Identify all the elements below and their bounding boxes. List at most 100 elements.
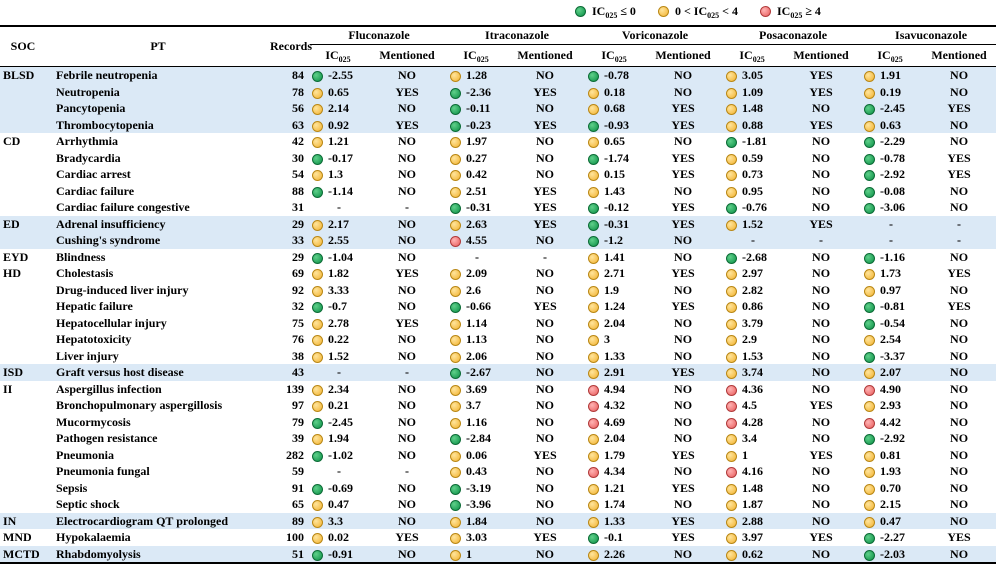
ic025-value: -3.06 <box>880 200 906 215</box>
ic025-cell: 1.93 <box>862 463 918 480</box>
mentioned-cell: NO <box>950 497 969 512</box>
ic025-value: 3.74 <box>742 365 764 380</box>
ic025-cell: 2.93 <box>862 397 918 414</box>
ic025-value: 1.94 <box>328 431 349 446</box>
ic025-cell: 3 <box>586 331 642 348</box>
ic025-value: 3.69 <box>466 381 488 396</box>
ic025-value: 3.33 <box>328 282 349 297</box>
signal-dot-icon <box>450 302 462 313</box>
mentioned-cell: NO <box>504 512 587 529</box>
ic025-cell: -1.04 <box>310 249 366 266</box>
signal-dot-icon <box>864 302 876 313</box>
ic025-value: 3.79 <box>742 315 764 330</box>
ic025-value: -0.54 <box>880 315 906 330</box>
ic025-value: 2.97 <box>742 266 764 281</box>
signal-dot-icon <box>864 104 876 115</box>
ic025-value: -0.17 <box>328 150 353 165</box>
ic025-cell: 0.43 <box>448 463 504 480</box>
ic025-value: -0.31 <box>466 200 492 215</box>
soc-cell <box>0 183 46 200</box>
ic025-cell: 1.24 <box>586 298 642 315</box>
ic025-value: -2.84 <box>466 431 492 446</box>
ic025-cell: 3.79 <box>724 315 780 332</box>
ic025-cell: -0.31 <box>448 199 504 216</box>
ic025-cell: -0.31 <box>586 215 643 232</box>
soc-cell <box>0 480 46 497</box>
pt-cell: Sepsis <box>56 480 88 495</box>
signal-dot-icon <box>450 483 462 495</box>
mentioned-cell: YES <box>533 200 557 215</box>
signal-dot-icon <box>864 170 876 181</box>
signal-dot-icon <box>726 368 738 379</box>
mentioned-cell: NO <box>536 332 555 347</box>
mentioned-cell: - <box>405 200 409 215</box>
mentioned-cell: NO <box>950 332 969 347</box>
mentioned-cell: NO <box>812 332 831 347</box>
mentioned-cell: NO <box>674 183 693 198</box>
signal-dot-icon <box>864 384 876 396</box>
signal-dot-icon <box>450 533 462 544</box>
legend-label: 0 < IC025 < 4 <box>674 3 738 20</box>
signal-dot-icon <box>450 153 462 165</box>
signal-dot-icon <box>726 401 738 412</box>
signal-dot-icon <box>588 516 600 528</box>
soc-cell <box>0 447 46 464</box>
mentioned-cell: YES <box>533 183 557 198</box>
pt-cell: Hepatotoxicity <box>56 332 132 347</box>
table-row: Mucormycosis 79 -2.45 NO 1.16 NO 4.69 NO 4.28 NO 4… <box>0 414 996 431</box>
signal-dot-icon <box>312 549 323 561</box>
table-row: II Aspergillus infection 139 2.34 NO 3.69 NO 4.… <box>0 381 996 398</box>
ic025-value: 1.48 <box>742 480 764 495</box>
ic025-cell: 0.73 <box>724 166 780 183</box>
ic025-cell: 1.13 <box>448 331 504 348</box>
ic025-cell: -2.55 <box>310 66 366 84</box>
mentioned-cell: YES <box>947 150 971 165</box>
header-pt: PT <box>46 25 270 67</box>
legend-label: IC025 ≥ 4 <box>776 3 821 20</box>
signal-dot-icon <box>588 104 600 115</box>
signal-dot-icon <box>312 170 323 181</box>
records-cell: 139 <box>286 381 304 396</box>
mentioned-cell: YES <box>671 167 695 182</box>
soc-cell <box>0 315 46 332</box>
signal-dot-icon <box>726 351 738 363</box>
ic025-value: -2.92 <box>880 167 906 182</box>
ic025-value: 3.05 <box>742 68 764 83</box>
mentioned-cell: YES <box>395 530 419 545</box>
ic025-value: 1.14 <box>466 315 488 330</box>
mentioned-cell: YES <box>918 100 996 117</box>
ic025-cell: 1.94 <box>310 430 366 447</box>
signal-dot-icon <box>450 120 462 132</box>
ic025-value: 2.9 <box>742 332 758 347</box>
mentioned-cell: NO <box>674 332 693 347</box>
table-row: Cushing's syndrome 33 2.55 NO 4.55 NO -1.2 NO - -… <box>0 232 996 249</box>
signal-dot-icon <box>312 533 323 544</box>
soc-cell <box>0 298 46 315</box>
ic025-value: 0.97 <box>880 282 902 297</box>
signal-dot-icon <box>588 434 600 445</box>
records-cell: 30 <box>292 150 304 165</box>
mentioned-cell: YES <box>671 266 695 281</box>
mentioned-cell: NO <box>812 183 831 198</box>
mentioned-cell: NO <box>504 232 587 249</box>
mentioned-cell: NO <box>918 83 996 100</box>
ic025-value: -2.29 <box>880 134 906 149</box>
ic025-value: 3.03 <box>466 530 488 545</box>
ic025-value: -0.93 <box>604 117 630 132</box>
table-row: Pneumonia 282 -1.02 NO 0.06 YES 1.79 YES 1 YES 0.8… <box>0 447 996 464</box>
mentioned-cell: YES <box>504 215 587 232</box>
mentioned-cell: NO <box>366 545 449 564</box>
mentioned-cell: NO <box>536 497 555 512</box>
ic025-value: -2.36 <box>466 84 492 99</box>
ic025-value: 0.18 <box>604 84 626 99</box>
table-row: Hepatotoxicity 76 0.22 NO 1.13 NO 3 NO 2.9 NO 2.54… <box>0 331 996 348</box>
ic025-value: 1.16 <box>466 414 488 429</box>
ic025-cell: 4.55 <box>448 232 505 249</box>
legend-dot-icon <box>575 5 586 17</box>
ic025-value: 4.94 <box>604 381 626 396</box>
mentioned-cell: NO <box>674 398 693 413</box>
header-mentioned: Mentioned <box>780 44 863 67</box>
signal-dot-icon <box>726 87 738 99</box>
ic025-value: 1 <box>466 546 473 561</box>
signal-dot-icon <box>864 467 876 478</box>
